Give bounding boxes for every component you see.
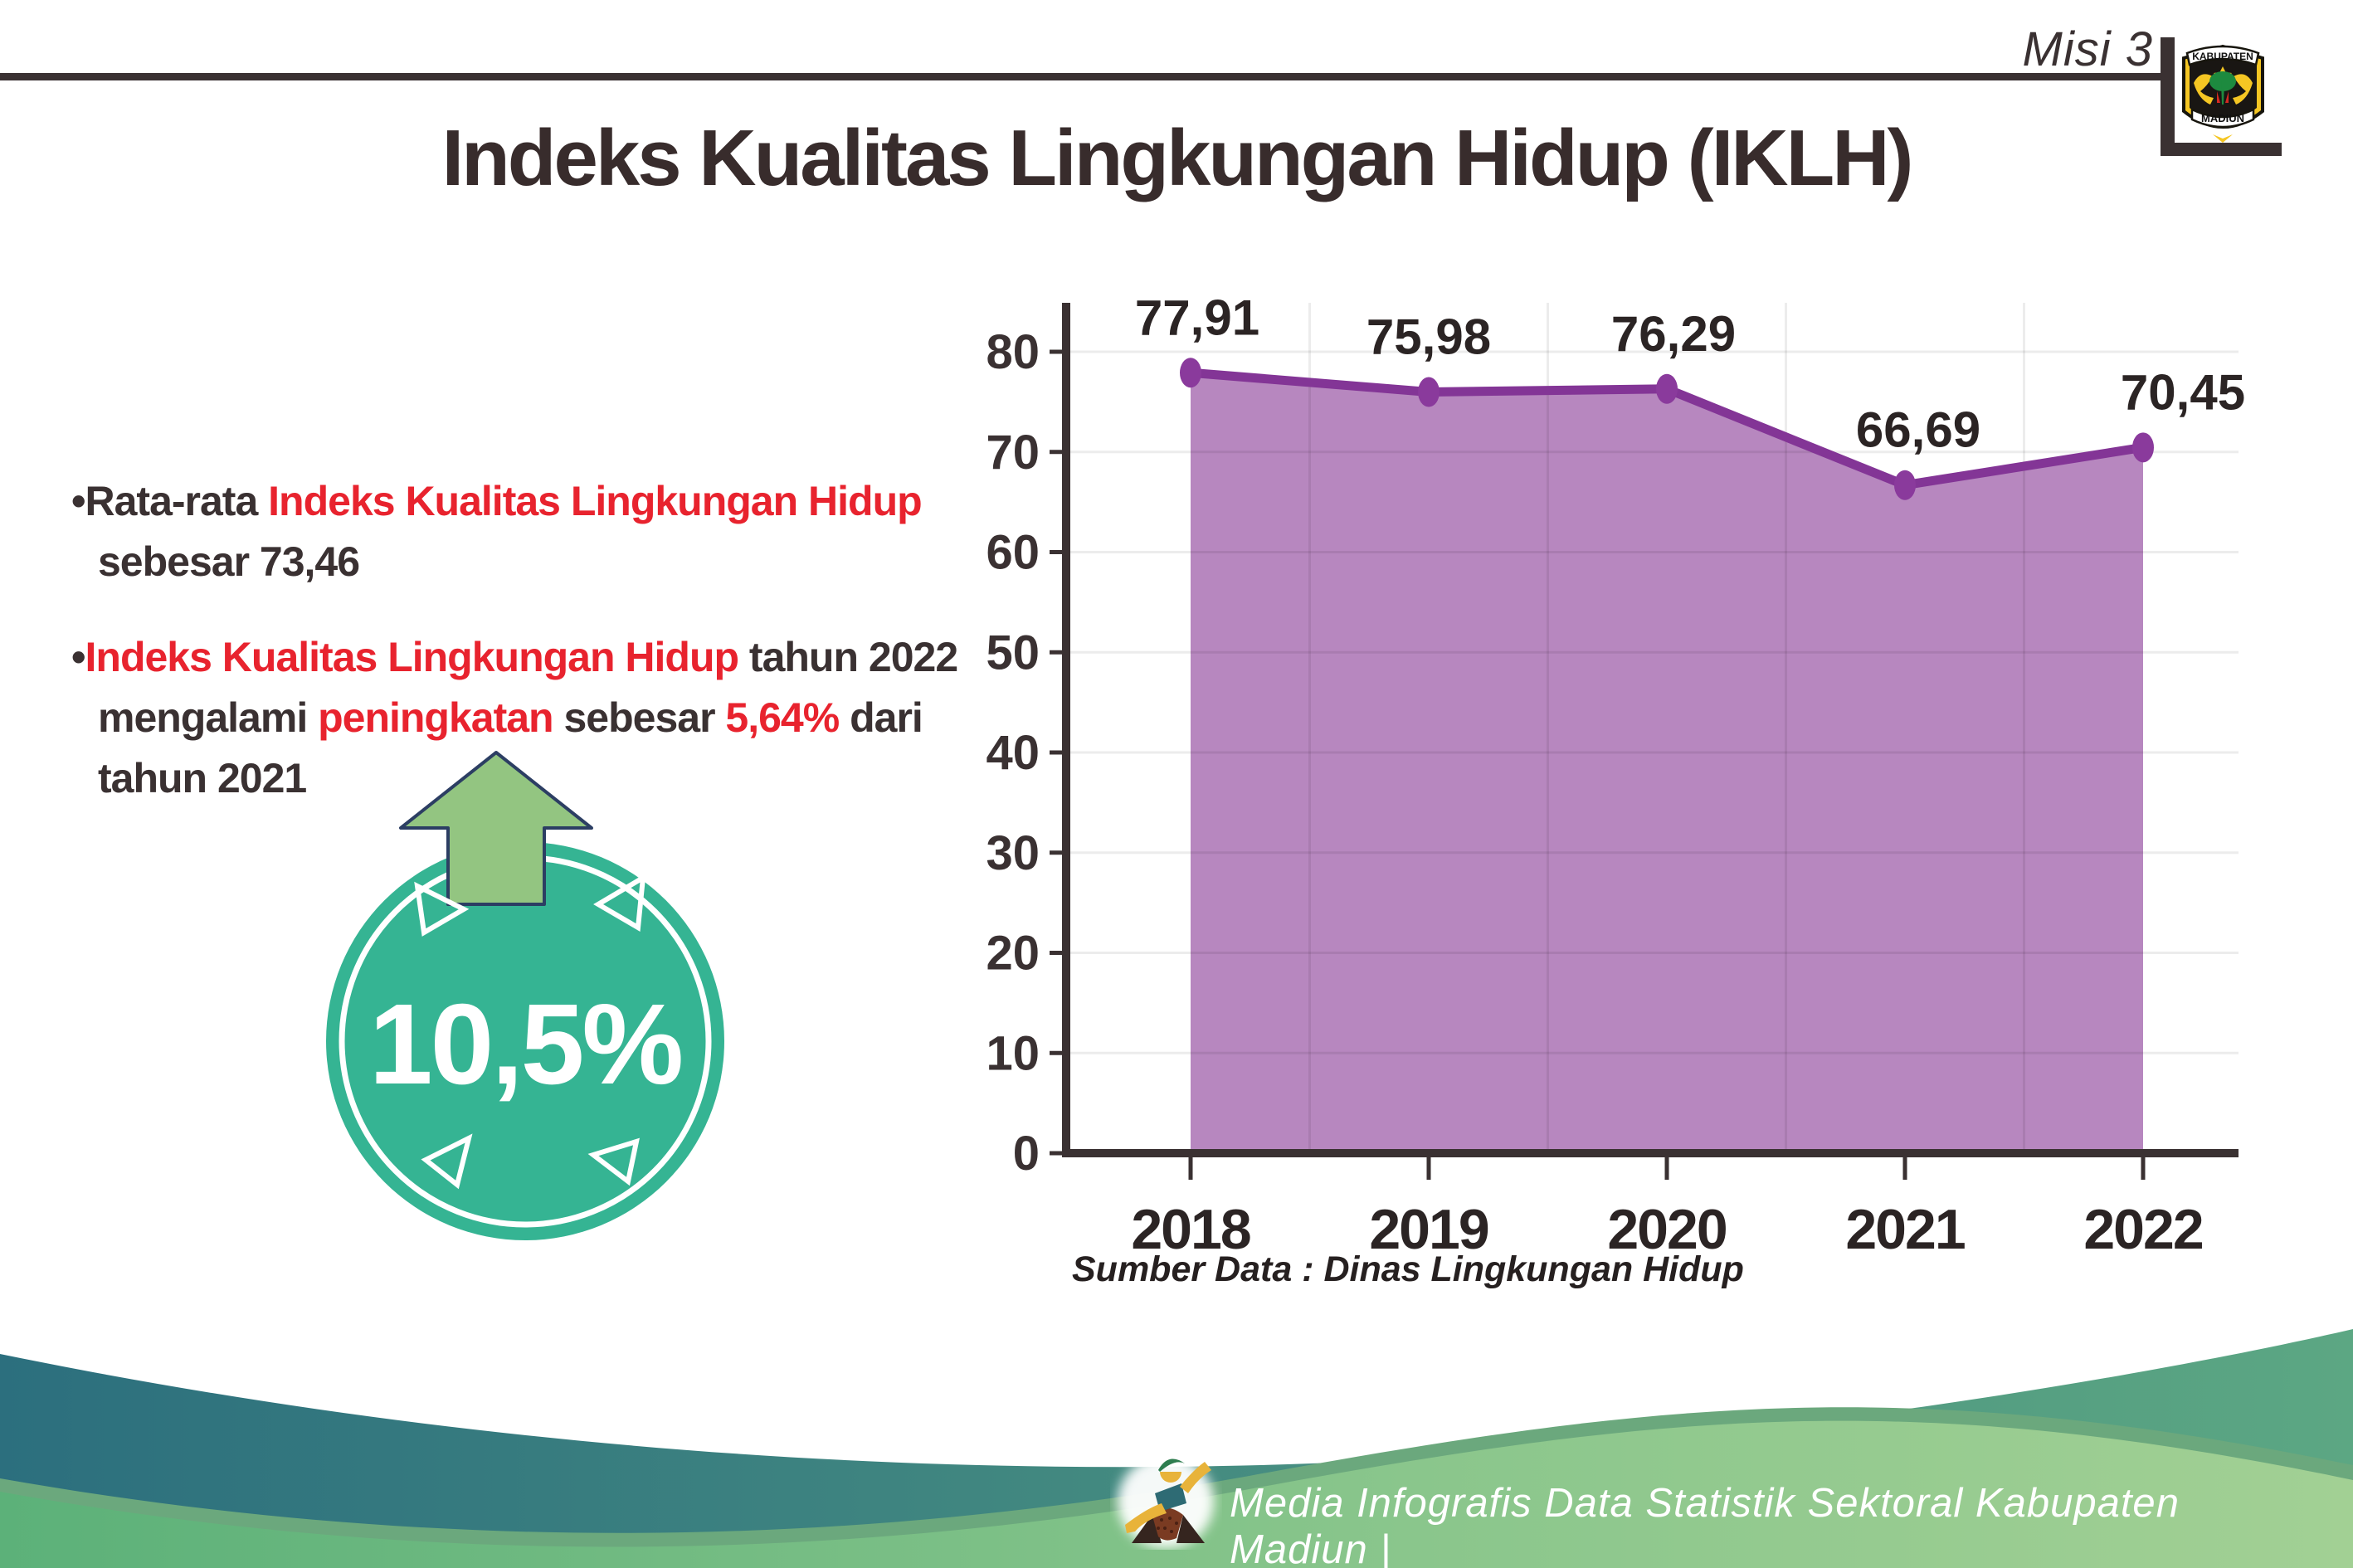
bullet-dot: • [71,634,85,680]
logo-red-flame-icon [2217,91,2220,103]
text-segment: mengalami [98,694,319,741]
footer-green-band [0,1420,2353,1568]
badge-circle [326,842,724,1240]
bullet-dot: • [71,478,85,524]
y-tick-label: 70 [986,426,1040,480]
bullet-average-iklh: •Rata-rata Indeks Kualitas Lingkungan Hi… [71,471,984,592]
text-segment: sebesar [553,694,726,741]
sparkle-triangle-icon [421,1133,473,1190]
misi-label: Misi 3 [2022,22,2153,76]
dancer-mascot-icon [1118,1455,1214,1548]
logo-right-wing-icon [2233,74,2253,105]
text-segment-highlight: 5,64% [725,694,840,741]
iklh-area-chart: 0 10 20 30 40 50 60 70 80 2018 2019 2020 2021 2022 77,… [986,290,2245,1261]
logo-top-banner-text: KABUPATEN [2192,51,2253,62]
x-tick-label: 2018 [1131,1198,1250,1261]
logo-bottom-banner-text: MADIUN [2201,112,2244,124]
y-tick-label: 30 [986,826,1040,880]
badge-value: 10,5% [369,981,682,1108]
area-fill [1191,373,2143,1153]
y-tick-label: 40 [986,726,1040,780]
y-tick-label: 50 [986,626,1040,679]
sparkle-triangle-icon [587,1137,640,1186]
y-tick-label: 60 [986,526,1040,580]
y-tick-label: 80 [986,325,1040,379]
sparkle-triangle-icon [414,881,470,937]
x-tick-label: 2022 [2083,1198,2202,1261]
text-segment-highlight: peningkatan [318,694,553,741]
kabupaten-madiun-logo: KABUPATEN MADIUN [2182,44,2264,143]
y-tick-label: 20 [986,927,1040,981]
text-segment: sebesar 73,46 [98,538,360,585]
data-point-marker [1656,373,1678,404]
x-tick-label: 2019 [1369,1198,1488,1261]
page-title: Indeks Kualitas Lingkungan Hidup (IKLH) [441,114,1913,202]
sparkle-triangle-icon [593,873,646,932]
bullet-iklh-increase: •Indeks Kualitas Lingkungan Hidup tahun … [71,627,984,809]
header-rule [0,73,2164,80]
y-tick-label: 10 [986,1026,1040,1080]
data-label: 77,91 [1135,290,1259,345]
text-segment: tahun 2021 [98,755,307,801]
text-segment: dari [839,694,923,741]
data-label: 70,45 [2121,364,2245,420]
logo-frame-horizontal [2161,143,2282,156]
logo-left-wing-icon [2194,74,2214,105]
data-label: 76,29 [1611,306,1736,362]
growth-badge: 10,5% [326,751,724,1240]
text-segment-highlight: Indeks Kualitas Lingkungan Hidup [85,634,740,680]
text-segment: tahun 2022 [738,634,958,680]
x-tick-label: 2021 [1845,1198,1964,1261]
source-note: Sumber Data : Dinas Lingkungan Hidup [1072,1249,1744,1289]
footer-caption: Media Infografis Data Statistik Sektoral… [1230,1481,2180,1568]
data-label: 66,69 [1856,402,1980,458]
logo-frame-vertical [2161,37,2175,156]
key-findings-text: •Rata-rata Indeks Kualitas Lingkungan Hi… [71,471,984,844]
logo-bottom-banner [2190,108,2255,129]
y-tick-label: 0 [1013,1127,1040,1181]
text-segment-highlight: Indeks Kualitas Lingkungan Hidup [268,478,923,524]
text-segment: Rata-rata [85,478,269,524]
up-arrow-icon [399,751,593,906]
data-point-marker [1180,358,1201,388]
logo-top-banner [2185,45,2260,66]
x-tick-label: 2020 [1607,1198,1726,1261]
data-point-marker [1418,377,1440,407]
data-label: 75,98 [1366,309,1491,365]
data-point-marker [1894,470,1916,500]
data-point-marker [2132,432,2154,463]
footer-wave-decoration [0,1329,2353,1568]
